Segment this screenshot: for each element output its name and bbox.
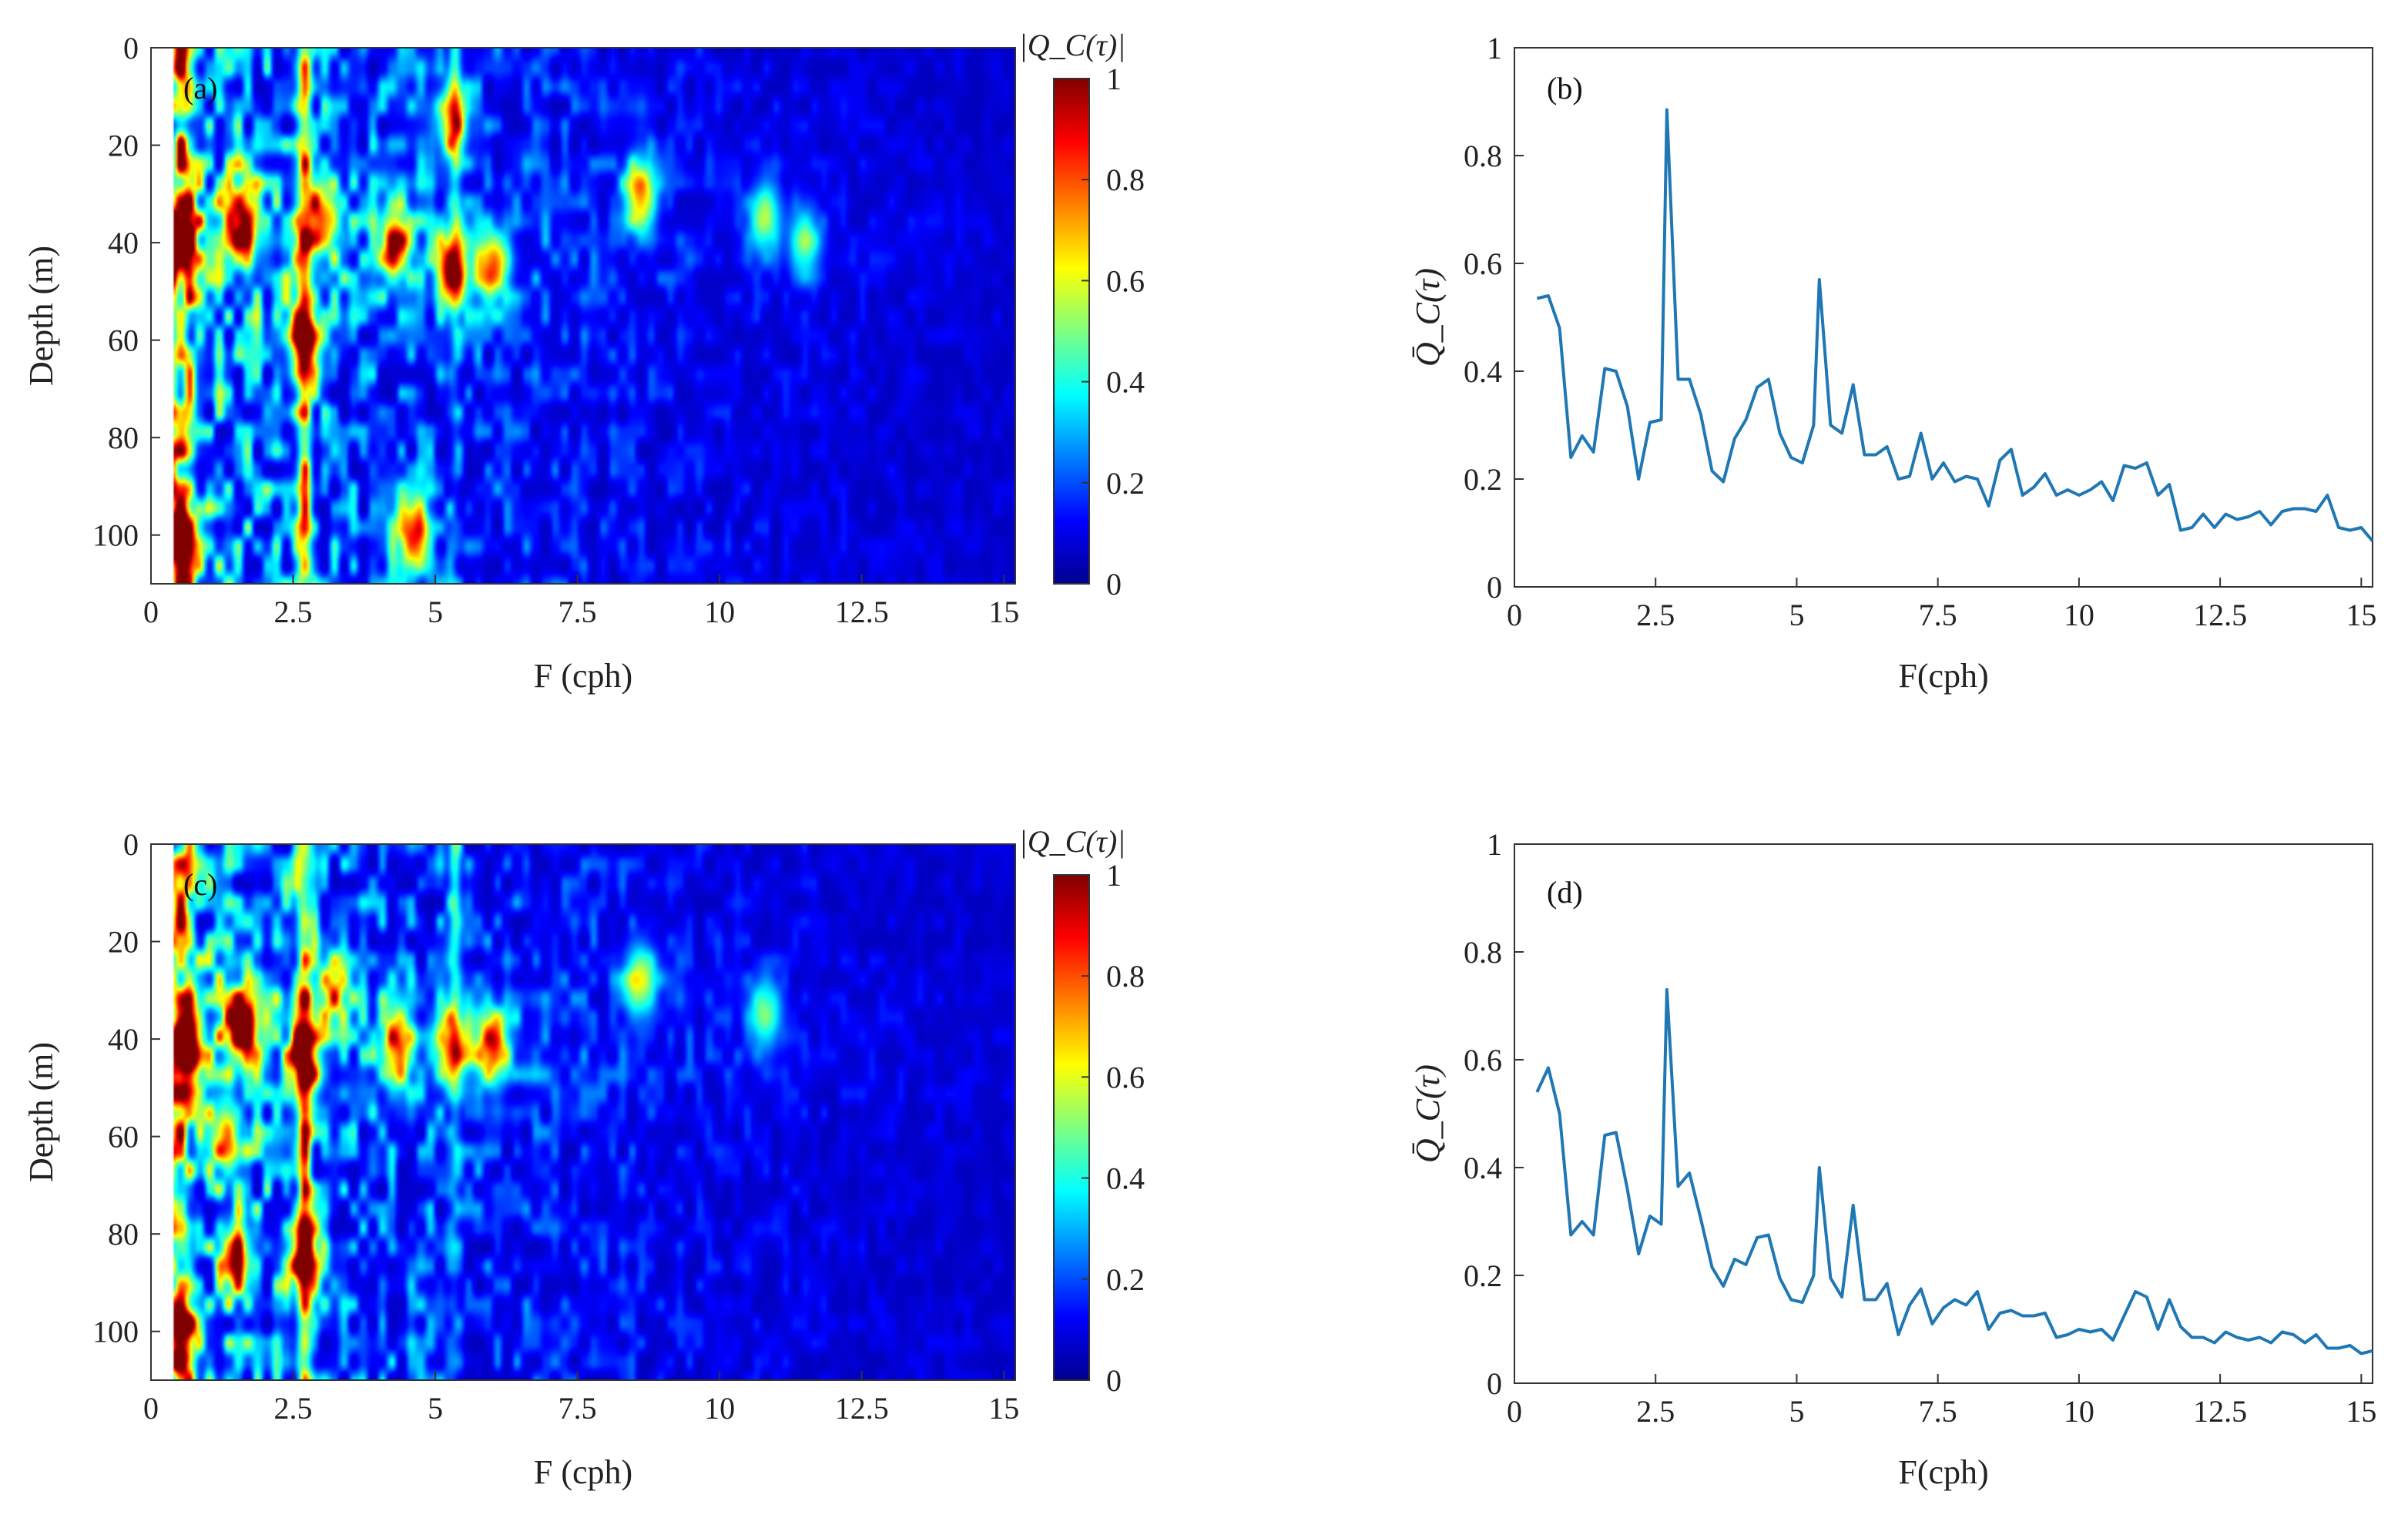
- y-tick-label: 40: [108, 226, 139, 260]
- plot-frame-c: [150, 843, 1016, 1381]
- x-tick-label: 7.5: [558, 595, 597, 629]
- data-line-b: [1536, 108, 2373, 542]
- colorbar-title-a: |Q_C(τ)|: [1019, 28, 1126, 62]
- heatmap-panel-c: 0 2.5 5 7.5 10 12.5 15 0 20 40 60 80 100 (c) F (cph)…: [22, 827, 1019, 1491]
- y-tick-label: 0: [123, 31, 139, 65]
- heatmap-image-a: [151, 48, 1015, 584]
- x-tick-label: 12.5: [835, 1391, 889, 1426]
- heatmap-panel-a: 0 2.5 5 7.5 10 12.5 15 0 20 40 60 80 100 (a) F (cph)…: [22, 31, 1019, 695]
- x-tick-label: 5: [1789, 598, 1804, 632]
- y-tick-label: 0.8: [1464, 935, 1502, 970]
- y-axis-label-a: Depth (m): [22, 246, 60, 386]
- panel-label-d: (d): [1547, 875, 1583, 910]
- y-axis-label-b: Q̄_C(τ): [1409, 268, 1447, 367]
- y-tick-label: 20: [108, 925, 139, 960]
- x-tick-label: 15: [988, 595, 1019, 629]
- colorbar-tick-label: 0: [1106, 567, 1122, 602]
- x-tick-label: 15: [2346, 598, 2376, 632]
- x-tick-label: 12.5: [2193, 598, 2247, 632]
- y-axis-label-c: Depth (m): [22, 1042, 60, 1182]
- plot-frame-d: [1514, 843, 2373, 1384]
- colorbar-tick-label: 0.8: [1106, 959, 1145, 994]
- panel-label-a: (a): [183, 71, 217, 106]
- colorbar-gradient-c: [1053, 874, 1090, 1381]
- colorbar-title-c: |Q_C(τ)|: [1019, 824, 1126, 859]
- y-axis-label-text-d: Q̄_C(τ): [1409, 1064, 1447, 1163]
- y-tick-label: 20: [108, 129, 139, 163]
- x-tick-label: 5: [1789, 1394, 1804, 1429]
- x-tick-label: 10: [2064, 598, 2094, 632]
- y-axis-label-text-b: Q̄_C(τ): [1409, 268, 1447, 367]
- x-tick-label: 10: [2064, 1394, 2094, 1429]
- x-tick-label: 2.5: [1636, 1394, 1675, 1429]
- data-line-d: [1535, 988, 2373, 1355]
- x-tick-label: 12.5: [2193, 1394, 2247, 1429]
- x-tick-label: 12.5: [835, 595, 889, 629]
- y-tick-label: 40: [108, 1022, 139, 1057]
- y-tick-label: 0.2: [1464, 462, 1502, 497]
- y-tick-label: 0: [1487, 1366, 1502, 1401]
- x-tick-label: 7.5: [1919, 1394, 1957, 1429]
- x-tick-label: 10: [704, 595, 735, 629]
- x-tick-label: 10: [704, 1391, 735, 1426]
- plot-frame-a: [150, 47, 1016, 585]
- colorbar-tick-label: 0: [1106, 1363, 1122, 1398]
- y-tick-label: 80: [108, 421, 139, 455]
- colorbar-tick-label: 0.2: [1106, 1262, 1145, 1297]
- y-tick-label: 0.4: [1464, 354, 1502, 389]
- x-tick-label: 0: [1507, 598, 1522, 632]
- y-tick-label: 1: [1487, 31, 1502, 65]
- y-tick-label: 1: [1487, 827, 1502, 862]
- y-tick-label: 0.4: [1464, 1151, 1502, 1185]
- x-tick-label: 5: [428, 595, 443, 629]
- x-tick-label: 0: [143, 1391, 159, 1426]
- colorbar-tick-label: 0.8: [1106, 163, 1145, 197]
- y-tick-label: 0.8: [1464, 139, 1502, 173]
- y-tick-label: 0: [1487, 570, 1502, 605]
- heatmap-image-c: [151, 844, 1015, 1380]
- y-tick-label: 0.6: [1464, 1043, 1502, 1077]
- colorbar-tick-label: 0.4: [1106, 1161, 1145, 1196]
- x-tick-label: 7.5: [558, 1391, 597, 1426]
- x-tick-label: 15: [988, 1391, 1019, 1426]
- y-tick-label: 60: [108, 1120, 139, 1154]
- x-tick-label: 0: [1507, 1394, 1522, 1429]
- y-tick-label: 0.6: [1464, 246, 1502, 281]
- x-tick-label: 2.5: [274, 1391, 313, 1426]
- y-tick-label: 60: [108, 323, 139, 358]
- y-tick-label: 100: [92, 518, 139, 553]
- x-axis-label-c: F (cph): [534, 1453, 632, 1491]
- x-axis-label-d: F(cph): [1898, 1453, 1988, 1491]
- colorbar-tick-label: 0.6: [1106, 1060, 1145, 1094]
- panel-label-c: (c): [183, 867, 217, 902]
- colorbar-c: |Q_C(τ)| 0 0.2 0.4 0.6 0.8 1: [1019, 824, 1145, 1398]
- plot-frame-b: [1514, 47, 2373, 588]
- x-axis-label-b: F(cph): [1898, 657, 1988, 695]
- y-tick-label: 100: [92, 1315, 139, 1349]
- colorbar-gradient-a: [1053, 78, 1090, 585]
- colorbar-tick-label: 0.2: [1106, 466, 1145, 501]
- x-axis-label-a: F (cph): [534, 657, 632, 695]
- y-tick-label: 80: [108, 1217, 139, 1252]
- colorbar-a: |Q_C(τ)| 0 0.2 0.4 0.6 0.8 1: [1019, 28, 1145, 602]
- line-panel-b: 0 2.5 5 7.5 10 12.5 15 0 0.2 0.4 0.6 0.8 1 (b) F(cph…: [1409, 31, 2376, 695]
- x-tick-label: 2.5: [274, 595, 313, 629]
- x-tick-label: 15: [2346, 1394, 2376, 1429]
- x-tick-label: 2.5: [1636, 598, 1675, 632]
- colorbar-tick-label: 1: [1106, 62, 1122, 96]
- y-axis-label-d: Q̄_C(τ): [1409, 1064, 1447, 1163]
- x-tick-label: 7.5: [1919, 598, 1957, 632]
- colorbar-tick-label: 0.6: [1106, 263, 1145, 298]
- colorbar-tick-label: 0.4: [1106, 365, 1145, 400]
- panel-label-b: (b): [1547, 71, 1583, 106]
- line-panel-d: 0 2.5 5 7.5 10 12.5 15 0 0.2 0.4 0.6 0.8 1 (d) F(cph…: [1409, 827, 2376, 1491]
- x-tick-label: 5: [428, 1391, 443, 1426]
- x-tick-label: 0: [143, 595, 159, 629]
- y-tick-label: 0.2: [1464, 1258, 1502, 1293]
- y-tick-label: 0: [123, 827, 139, 862]
- colorbar-tick-label: 1: [1106, 858, 1122, 893]
